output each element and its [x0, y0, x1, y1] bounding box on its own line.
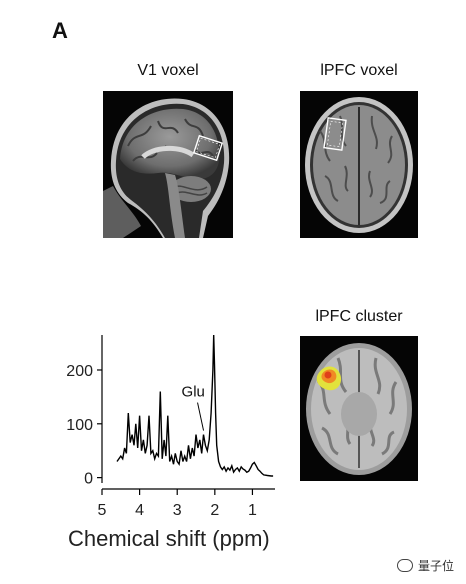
cluster-peak [324, 371, 332, 379]
watermark: 量子位 [396, 557, 454, 574]
v1-voxel-caption: V1 voxel [137, 62, 199, 79]
wechat-icon [396, 559, 413, 572]
y-tick-label: 100 [66, 417, 93, 434]
x-tick-label: 5 [98, 502, 107, 519]
x-tick-label: 1 [248, 502, 257, 519]
watermark-text: 量子位 [417, 559, 454, 573]
sagittal-brain-illustration [103, 91, 233, 238]
v1-sagittal-mri-image [103, 91, 233, 238]
lpfc-cluster-mri-image [300, 336, 418, 481]
y-tick-label: 200 [66, 363, 93, 380]
spectrum-series-line [116, 334, 274, 477]
lpfc-cluster-caption: lPFC cluster [315, 308, 403, 325]
panel-label: A [52, 18, 68, 43]
mrs-spectrum-chart: 0 100 200 5 4 3 2 1 Glu [66, 334, 275, 519]
cluster-brain-illustration [300, 336, 418, 481]
y-tick-label: 0 [84, 471, 93, 488]
x-tick-label: 3 [173, 502, 182, 519]
axial-brain-illustration [300, 91, 418, 238]
x-axis-label: Chemical shift (ppm) [68, 526, 270, 551]
lpfc-voxel-caption: lPFC voxel [320, 62, 398, 79]
spectrum-axes [97, 335, 275, 495]
lpfc-axial-mri-image [300, 91, 418, 238]
glu-annotation-leader [197, 402, 205, 431]
x-tick-label: 2 [210, 502, 219, 519]
x-tick-label: 4 [135, 502, 144, 519]
glu-annotation-label: Glu [182, 384, 205, 401]
spectrum-tick-labels: 0 100 200 5 4 3 2 1 [66, 363, 257, 519]
